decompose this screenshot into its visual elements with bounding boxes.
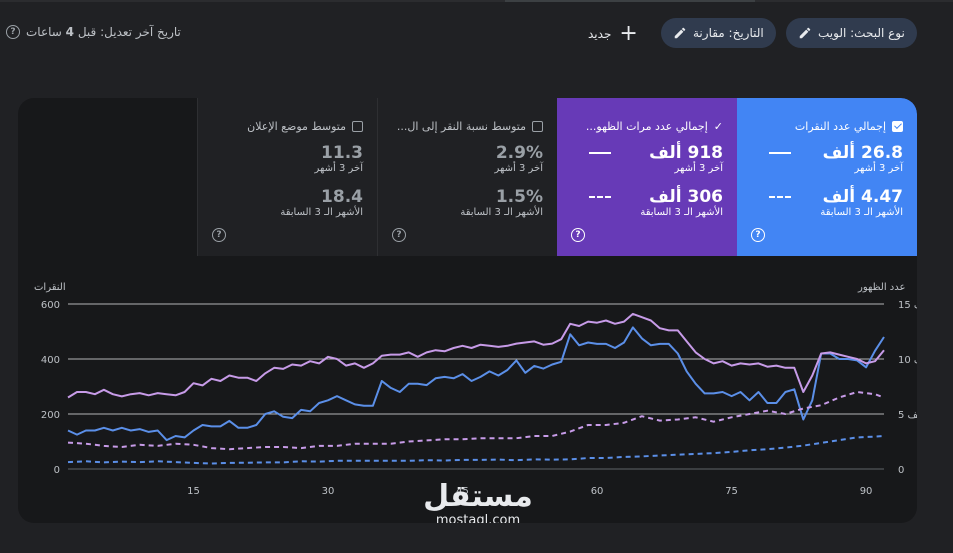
mostaql-watermark: مستقل mostaql.com [418,479,538,524]
metric-previous-label: الأشهر الـ 3 السابقة [460,207,543,218]
metric-current-label: آخر 3 أشهر [674,163,724,174]
series-line-2 [67,312,885,399]
help-icon[interactable]: ? [571,228,585,242]
last-modified: تاريخ آخر تعديل: قبل 4 ساعات ? [6,25,181,39]
search-type-label: نوع البحث: الويب [818,26,905,40]
pencil-icon [799,27,811,39]
dashed-line-legend-icon [589,196,611,198]
search-type-chip[interactable]: نوع البحث: الويب [786,18,917,48]
right-tick-label: 15 ألف [898,298,917,311]
metric-card-clicks[interactable]: إجمالي عدد النقرات 26.8 ألف آخر 3 أشهر 4… [737,98,917,256]
metric-title: إجمالي عدد النقرات [794,120,886,133]
metric-card-ctr[interactable]: متوسط نسبة النقر إلى ال... 2.9% آخر 3 أش… [377,98,557,256]
metric-current-label: آخر 3 أشهر [494,163,544,174]
metric-title: إجمالي عدد مرات الظهو... [585,120,708,133]
left-tick-label: 600 [41,300,60,311]
date-label: التاريخ: مقارنة [693,26,764,40]
solid-line-legend-icon [769,152,791,154]
right-axis-title: عدد الظهور [857,282,905,293]
watermark-latin: mostaql.com [435,513,521,524]
series-line-4 [67,435,885,465]
solid-line-legend-icon [589,152,611,154]
left-axis-title: النقرات [34,282,66,293]
metric-current-value: 26.8 ألف [822,143,903,163]
x-tick-label: 75 [725,486,738,497]
performance-chart[interactable]: النقرات عدد الظهور 0 0 200 5 ألف 400 10 ألف 60… [18,98,917,523]
left-tick-label: 200 [41,410,60,421]
checkbox-checked-icon[interactable] [892,121,903,132]
x-tick-label: 30 [322,486,335,497]
x-tick-label: 90 [860,486,873,497]
left-tick-label: 400 [41,355,60,366]
metric-title: متوسط نسبة النقر إلى ال... [396,120,526,133]
right-tick-label: 0 [898,465,904,476]
right-tick-label: 5 ألف [898,408,917,421]
series-line-1 [67,326,885,442]
dashed-line-legend-icon [769,196,791,198]
date-chip[interactable]: التاريخ: مقارنة [661,18,776,48]
metric-current-label: آخر 3 أشهر [314,163,364,174]
checkbox-unchecked-icon[interactable] [352,121,363,132]
metric-current-label: آخر 3 أشهر [854,163,904,174]
x-tick-label: 15 [187,486,200,497]
x-tick-label: 45 [456,486,469,497]
pencil-icon [674,27,686,39]
last-modified-text: تاريخ آخر تعديل: قبل 4 ساعات [26,25,181,39]
checkbox-unchecked-icon[interactable] [532,121,543,132]
check-icon[interactable]: ✓ [713,120,723,133]
series-line-3 [67,391,885,451]
left-tick-label: 0 [54,465,60,476]
metric-previous-value: 18.4 [321,187,363,207]
metric-card-position[interactable]: متوسط موضع الإعلان 11.3 آخر 3 أشهر 18.4 … [197,98,377,256]
help-icon[interactable]: ? [751,228,765,242]
metric-current-value: 11.3 [321,143,363,163]
metric-current-value: 2.9% [495,143,543,163]
metric-previous-value: 4.47 ألف [822,187,903,207]
performance-panel: إجمالي عدد النقرات 26.8 ألف آخر 3 أشهر 4… [18,98,917,523]
plus-icon: + [619,21,638,46]
top-divider [0,0,953,2]
metric-title: متوسط موضع الإعلان [247,120,346,133]
new-filter-label: جديد [588,27,612,41]
metric-card-impressions[interactable]: ✓ إجمالي عدد مرات الظهو... 918 ألف آخر 3 … [557,98,737,256]
help-icon[interactable]: ? [392,228,406,242]
help-icon[interactable]: ? [212,228,226,242]
metric-previous-value: 306 ألف [649,187,723,207]
metric-previous-value: 1.5% [495,187,543,207]
metric-previous-label: الأشهر الـ 3 السابقة [820,207,903,218]
metric-current-value: 918 ألف [649,143,723,163]
right-tick-label: 10 ألف [898,353,917,366]
watermark-arabic: مستقل [423,479,533,514]
metric-previous-label: الأشهر الـ 3 السابقة [280,207,363,218]
new-filter-button[interactable]: + جديد [588,22,638,46]
help-icon[interactable]: ? [6,25,20,39]
metric-previous-label: الأشهر الـ 3 السابقة [640,207,723,218]
x-tick-label: 60 [591,486,604,497]
